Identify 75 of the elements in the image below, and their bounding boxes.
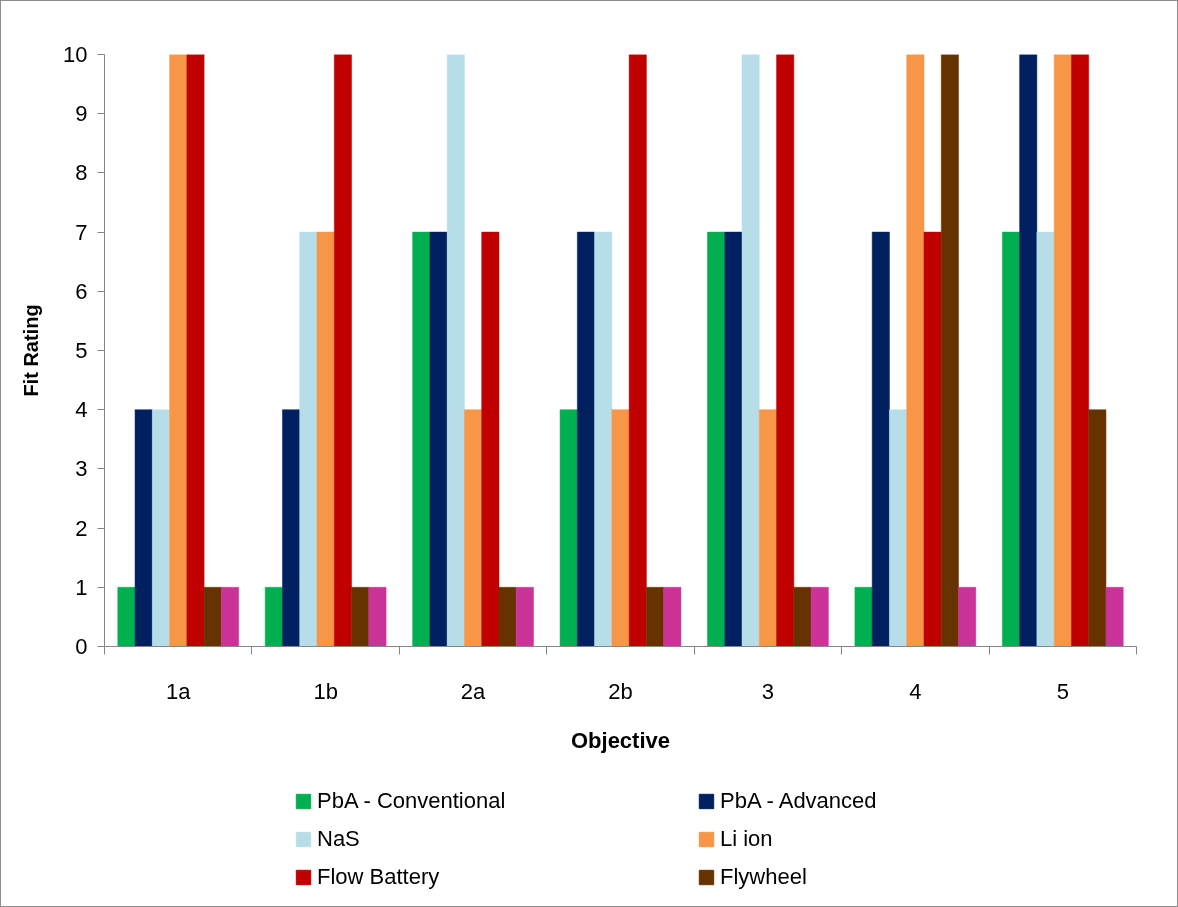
bar	[628, 54, 647, 647]
y-tick-label: 10	[63, 42, 88, 67]
bar	[707, 231, 725, 647]
bar	[516, 587, 534, 647]
legend-label: NaS	[317, 825, 361, 853]
y-axis-title: Fit Rating	[20, 304, 43, 397]
y-tick-label: 9	[75, 101, 88, 127]
bar	[186, 54, 205, 647]
x-tick-label: 2b	[608, 678, 633, 704]
bar	[264, 587, 283, 647]
bar	[152, 409, 170, 647]
bar	[1036, 231, 1055, 647]
bar	[117, 587, 136, 647]
bar	[169, 54, 188, 647]
bar	[1002, 231, 1020, 647]
legend-label: PbA - Conventional	[317, 787, 507, 815]
bar	[299, 231, 318, 647]
y-tick-label: 7	[75, 219, 88, 245]
bar	[611, 409, 630, 647]
legend-label: PbA - Advanced	[720, 787, 878, 815]
bar	[334, 54, 352, 647]
bar	[481, 231, 500, 647]
x-axis-title: Objective	[570, 727, 671, 753]
bar	[1105, 587, 1124, 647]
bar	[663, 587, 682, 647]
bar	[906, 54, 925, 647]
bar	[464, 409, 482, 647]
bar	[368, 587, 387, 647]
bar	[351, 587, 370, 647]
x-tick-label: 3	[761, 678, 775, 704]
bar	[134, 409, 153, 647]
bar	[1088, 409, 1107, 647]
x-tick-label: 2a	[460, 678, 487, 704]
legend-label: Li ion	[720, 825, 774, 853]
y-tick-label: 0	[75, 634, 88, 659]
bar	[871, 231, 890, 647]
bar	[889, 409, 907, 647]
bar	[1053, 54, 1072, 647]
bar	[941, 54, 959, 647]
y-tick-label: 2	[75, 515, 88, 541]
bar	[793, 587, 812, 647]
bar	[741, 54, 760, 647]
legend-label: Flow Battery	[317, 863, 441, 891]
bar	[776, 54, 795, 647]
bar	[1071, 54, 1089, 647]
bar	[429, 231, 448, 647]
bar	[446, 54, 465, 647]
y-tick-label: 1	[75, 574, 88, 600]
bar	[203, 587, 222, 647]
bar	[559, 409, 578, 647]
bar	[646, 587, 664, 647]
bar	[316, 231, 335, 647]
bar	[498, 587, 517, 647]
y-tick-label: 6	[75, 278, 88, 304]
y-tick-label: 4	[75, 397, 88, 423]
x-tick-label: 1b	[313, 678, 338, 704]
x-tick-label: 5	[1056, 678, 1069, 704]
y-tick-label: 3	[75, 456, 88, 482]
bar	[958, 587, 977, 647]
y-tick-label: 8	[75, 160, 88, 186]
bar	[724, 231, 743, 647]
bar	[221, 587, 239, 647]
bar	[923, 231, 942, 647]
y-tick-label: 5	[75, 338, 88, 363]
bar	[759, 409, 777, 647]
bar	[412, 231, 431, 647]
bar	[577, 231, 595, 647]
bar	[594, 231, 613, 647]
bar	[1019, 54, 1038, 647]
bar	[282, 409, 300, 647]
legend-label: Flywheel	[720, 863, 808, 891]
x-tick-label: 1a	[165, 678, 192, 704]
bar	[854, 587, 873, 647]
bar	[810, 587, 829, 647]
x-tick-label: 4	[909, 678, 922, 704]
